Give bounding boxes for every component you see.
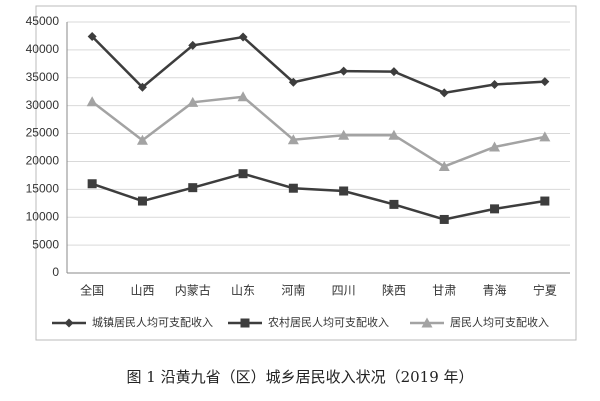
- y-tick-label: 15000: [26, 182, 60, 196]
- point: [540, 77, 550, 87]
- point: [438, 160, 450, 171]
- legend-label: 城镇居民人均可支配收入: [92, 315, 213, 329]
- point: [490, 204, 500, 214]
- x-tick-label: 山东: [231, 284, 255, 298]
- point: [137, 82, 147, 92]
- point: [188, 40, 198, 50]
- point: [389, 67, 399, 77]
- legend-label: 居民人均可支配收入: [450, 315, 549, 329]
- point: [87, 32, 97, 42]
- point: [339, 66, 349, 76]
- point: [136, 134, 148, 145]
- point: [187, 96, 199, 107]
- y-tick-label: 0: [52, 265, 59, 279]
- point: [237, 91, 249, 102]
- point: [288, 77, 298, 87]
- point: [287, 134, 299, 145]
- legend-label: 农村居民人均可支配收入: [268, 315, 389, 329]
- x-tick-label: 宁夏: [533, 283, 557, 298]
- point: [439, 214, 449, 224]
- point: [388, 129, 400, 140]
- y-tick-label: 20000: [26, 154, 60, 168]
- x-tick-label: 四川: [332, 284, 356, 298]
- series-line: [91, 95, 546, 168]
- x-tick-label: 青海: [483, 283, 507, 298]
- x-tick-label: 甘肃: [432, 284, 456, 298]
- point: [188, 183, 198, 193]
- x-tick-label: 河南: [281, 283, 305, 298]
- point: [288, 183, 298, 193]
- legend-marker: [240, 318, 250, 328]
- series-line: [91, 35, 545, 95]
- y-tick-label: 45000: [26, 14, 60, 28]
- point: [490, 79, 500, 89]
- point: [238, 169, 248, 179]
- y-tick-label: 5000: [32, 237, 59, 251]
- point: [439, 88, 449, 98]
- series-line: [91, 172, 546, 221]
- x-tick-label: 内蒙古: [175, 283, 211, 298]
- point: [87, 179, 97, 189]
- x-tick-label: 陕西: [382, 283, 406, 298]
- y-tick-label: 25000: [26, 126, 60, 140]
- point: [540, 196, 550, 206]
- point: [489, 141, 501, 152]
- point: [389, 199, 399, 209]
- point: [338, 129, 350, 140]
- caption: 图 1 沿黄九省（区）城乡居民收入状况（2019 年）: [126, 368, 473, 386]
- chart-border: [35, 5, 577, 341]
- y-tick-label: 35000: [26, 70, 60, 84]
- point: [339, 186, 349, 196]
- legend-marker: [64, 318, 74, 328]
- point: [539, 131, 551, 142]
- x-tick-label: 全国: [80, 283, 104, 298]
- point: [137, 196, 147, 206]
- x-tick-label: 山西: [130, 284, 154, 298]
- y-tick-label: 40000: [26, 42, 60, 56]
- legend-marker: [421, 317, 433, 328]
- point: [238, 32, 248, 42]
- y-tick-label: 30000: [26, 98, 60, 112]
- y-tick-label: 10000: [26, 209, 60, 223]
- point: [86, 96, 98, 107]
